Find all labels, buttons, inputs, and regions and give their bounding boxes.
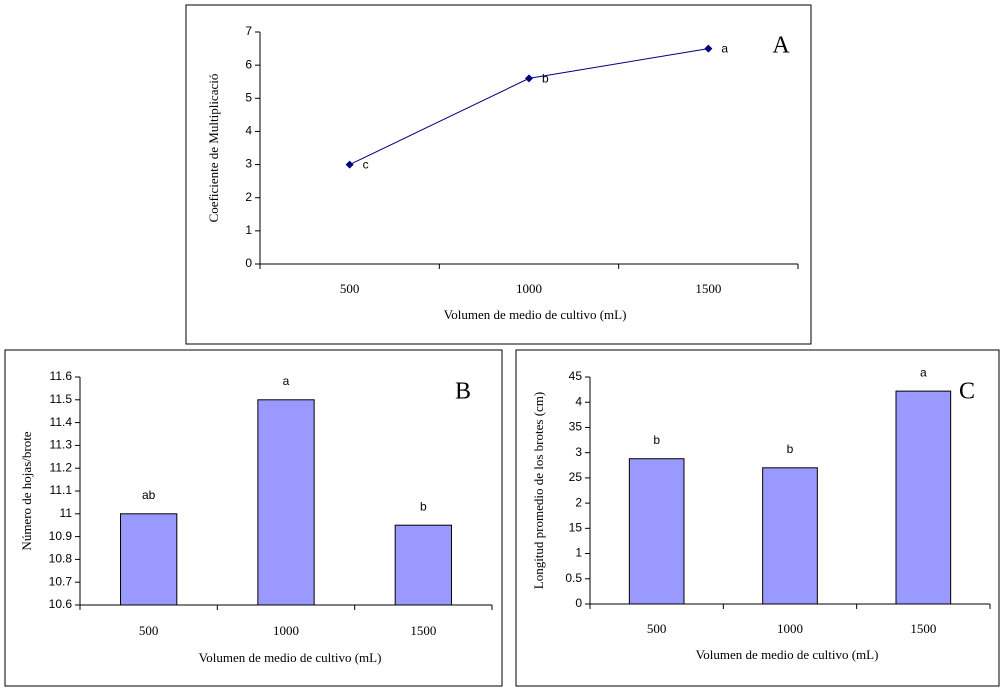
y-tick-label: 1 (575, 546, 582, 560)
y-tick-label: 2 (575, 495, 582, 509)
y-axis-label: Longitud promedio de los brotes (cm) (531, 392, 546, 590)
y-tick-label: 11.3 (50, 438, 73, 452)
point-label: c (363, 158, 369, 172)
panel-frame (515, 349, 1000, 687)
bar (762, 467, 818, 605)
y-tick-label: 6 (245, 57, 252, 71)
y-tick-label: 15 (569, 521, 583, 535)
marker (345, 160, 354, 169)
y-tick-label: 11 (60, 506, 73, 520)
x-axis-label: Volumen de medio de cultivo (mL) (696, 647, 879, 662)
y-tick-label: 10.7 (49, 574, 73, 588)
point-label: ab (142, 488, 156, 502)
point-label: b (787, 442, 794, 456)
x-tick-label: 500 (139, 623, 159, 638)
x-axis-label: Volumen de medio de cultivo (mL) (444, 307, 627, 322)
x-tick-label: 1500 (910, 621, 936, 636)
bar (895, 390, 952, 605)
x-tick-label: 500 (340, 281, 360, 296)
y-tick-label: 11.2 (50, 460, 73, 474)
x-tick-label: 1500 (410, 623, 436, 638)
point-label: b (653, 433, 660, 447)
y-tick-label: 3 (245, 157, 252, 171)
y-tick-label: 10.8 (49, 552, 73, 566)
y-tick-label: 4 (245, 124, 252, 138)
point-label: a (283, 374, 290, 388)
point-label: a (920, 365, 927, 379)
y-axis-label: Número de hojas/brote (19, 431, 34, 550)
y-tick-label: 11.5 (50, 392, 73, 406)
marker (525, 74, 533, 83)
point-label: b (420, 499, 427, 513)
x-tick-label: 1000 (273, 623, 299, 638)
panel-frame (185, 4, 812, 345)
marker (704, 44, 713, 53)
y-tick-label: 11.4 (50, 415, 73, 429)
y-tick-label: 5 (245, 90, 252, 104)
x-tick-label: 500 (647, 621, 667, 636)
x-axis-label: Volumen de medio de cultivo (mL) (199, 650, 382, 665)
y-tick-label: 45 (569, 369, 583, 383)
y-tick-label: 2 (245, 190, 252, 204)
bar (120, 513, 178, 606)
y-axis-label: Coeficiente de Multiplicació (206, 74, 221, 223)
panel-frame (4, 349, 503, 687)
point-label: b (542, 72, 549, 86)
y-tick-label: 4 (575, 394, 582, 408)
y-tick-label: 10.9 (49, 529, 73, 543)
x-tick-label: 1000 (516, 281, 542, 296)
panel-label: C (959, 379, 975, 405)
line (349, 48, 709, 166)
y-tick-label: 0 (575, 596, 582, 610)
y-tick-label: 35 (569, 420, 583, 434)
y-tick-label: 11.6 (50, 369, 73, 383)
y-tick-label: 7 (245, 24, 252, 38)
y-tick-label: 0.5 (565, 571, 582, 585)
point-label: a (721, 42, 728, 56)
panel-label: A (772, 33, 790, 59)
y-tick-label: 3 (575, 445, 582, 459)
y-tick-label: 25 (569, 470, 583, 484)
y-tick-label: 1 (245, 223, 252, 237)
x-tick-label: 1500 (695, 281, 721, 296)
panel-label: B (455, 379, 471, 405)
y-tick-label: 0 (245, 256, 252, 270)
y-tick-label: 10.6 (49, 597, 73, 611)
bar (257, 399, 315, 606)
bar (628, 458, 685, 605)
x-tick-label: 1000 (777, 621, 803, 636)
bar (394, 524, 452, 606)
y-tick-label: 11.1 (50, 483, 73, 497)
